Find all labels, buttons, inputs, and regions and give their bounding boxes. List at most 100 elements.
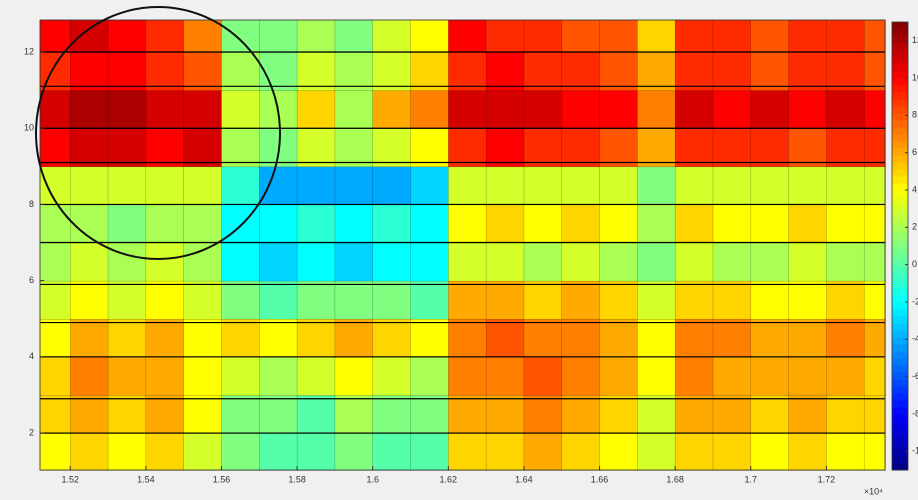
colorbar-segment	[892, 351, 908, 359]
contour-cell	[259, 356, 298, 396]
colorbar-segment	[892, 421, 908, 429]
contour-cell	[221, 280, 261, 320]
contour-cell	[826, 280, 865, 320]
colorbar-tick-label: -6	[912, 371, 918, 381]
contour-cell	[107, 204, 147, 244]
colorbar-tick-label: -4	[912, 334, 918, 344]
contour-cell	[107, 432, 147, 471]
contour-cell	[296, 432, 336, 471]
contour-cell	[788, 394, 828, 434]
contour-cell	[561, 432, 601, 471]
contour-cell	[750, 166, 790, 206]
colorbar-segment	[892, 330, 908, 338]
contour-cell	[674, 204, 714, 244]
contour-cell	[107, 318, 147, 358]
colorbar-segment	[892, 232, 908, 240]
colorbar-segment	[892, 337, 908, 345]
contour-cell	[674, 89, 714, 129]
colorbar-segment	[892, 309, 908, 317]
contour-cell	[334, 127, 374, 168]
contour-cell	[599, 89, 639, 129]
x-tick-label: 1.72	[818, 474, 836, 484]
colorbar-tick-label: 6	[912, 147, 917, 157]
contour-cell	[107, 394, 147, 434]
contour-cell	[183, 280, 223, 320]
contour-cell	[410, 242, 450, 282]
colorbar-segment	[892, 204, 908, 212]
contour-cell	[712, 89, 752, 129]
contour-cell	[863, 318, 886, 358]
contour-cell	[372, 127, 412, 168]
contour-cell	[826, 166, 865, 206]
colorbar-segment	[892, 120, 908, 128]
contour-cell	[637, 242, 676, 282]
contour-cell	[69, 356, 109, 396]
contour-cell	[485, 356, 525, 396]
contour-cell	[372, 19, 412, 53]
colorbar-segment	[892, 50, 908, 58]
contour-cell	[39, 280, 71, 320]
contour-cell	[561, 89, 601, 129]
contour-cell	[561, 280, 601, 320]
contour-cell	[145, 356, 185, 396]
contour-cell	[523, 242, 563, 282]
contour-cell	[750, 432, 790, 471]
contour-cell	[69, 318, 109, 358]
contour-cell	[523, 280, 563, 320]
colorbar-segment	[892, 449, 908, 457]
contour-cell	[448, 51, 487, 91]
contour-cell	[259, 204, 298, 244]
contour-cell	[637, 280, 676, 320]
colorbar-segment	[892, 379, 908, 387]
contour-cell	[448, 318, 487, 358]
colorbar-segment	[892, 148, 908, 156]
contour-cell	[107, 51, 147, 91]
contour-cell	[674, 356, 714, 396]
contour-cell	[221, 51, 261, 91]
contour-cell	[183, 394, 223, 434]
contour-cell	[561, 127, 601, 168]
contour-cell	[334, 356, 374, 396]
x-tick-label: 1.52	[61, 474, 79, 484]
contour-cell	[145, 166, 185, 206]
contour-cell	[259, 51, 298, 91]
colorbar-segment	[892, 442, 908, 450]
contour-cell	[221, 356, 261, 396]
contour-cell	[523, 432, 563, 471]
x-exponent-label: ×10⁴	[864, 486, 883, 496]
x-tick-label: 1.58	[288, 474, 306, 484]
colorbar-segment	[892, 456, 908, 464]
axes-box	[39, 19, 886, 471]
colorbar-segment	[892, 22, 908, 30]
contour-cell	[712, 318, 752, 358]
contour-cell	[296, 89, 336, 129]
x-tick-label: 1.62	[440, 474, 458, 484]
colorbar-segment	[892, 211, 908, 219]
contour-cell	[523, 166, 563, 206]
contour-cell	[599, 204, 639, 244]
contour-cell	[788, 280, 828, 320]
contour-cell	[107, 280, 147, 320]
contour-cell	[712, 394, 752, 434]
contour-cell	[863, 166, 886, 206]
colorbar-segment	[892, 176, 908, 184]
contour-cell	[523, 394, 563, 434]
contour-cell	[561, 394, 601, 434]
contour-cell	[39, 432, 71, 471]
contour-cell	[485, 318, 525, 358]
contour-cell	[69, 51, 109, 91]
colorbar-segment	[892, 302, 908, 310]
contour-cell	[674, 432, 714, 471]
colorbar-segment	[892, 407, 908, 415]
contour-cell	[826, 51, 865, 91]
colorbar-segment	[892, 295, 908, 303]
contour-cell	[788, 89, 828, 129]
contour-cell	[39, 318, 71, 358]
y-tick-label: 6	[29, 275, 34, 285]
contour-cell	[637, 318, 676, 358]
contour-cell	[107, 242, 147, 282]
contour-cell	[599, 51, 639, 91]
contour-cell	[712, 51, 752, 91]
colorbar-segment	[892, 428, 908, 436]
colorbar-segment	[892, 106, 908, 114]
